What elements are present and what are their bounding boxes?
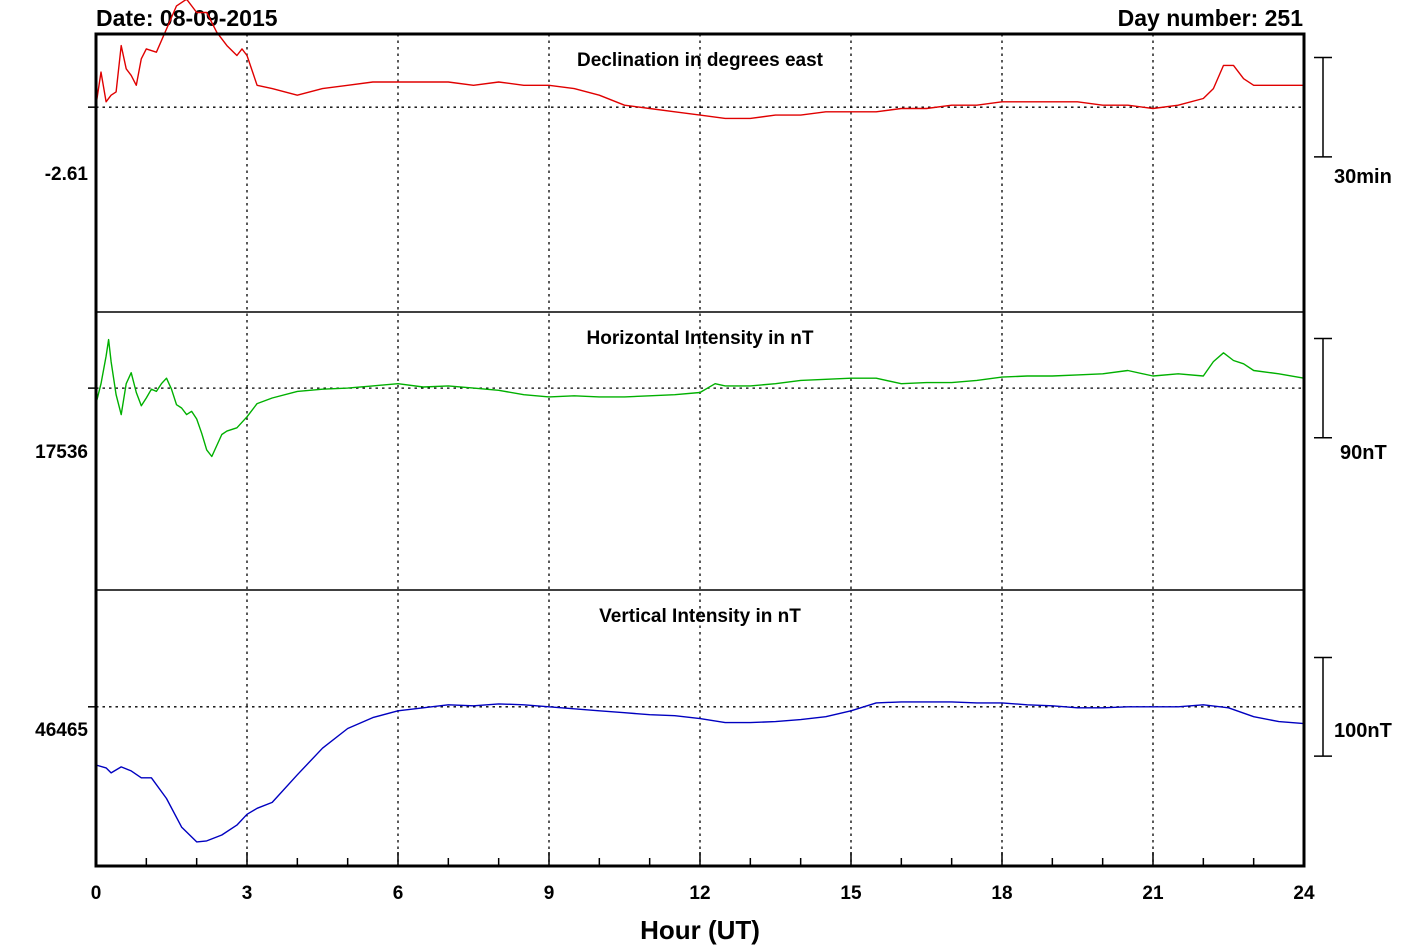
- vertical-scale-label: 100nT: [1334, 720, 1392, 742]
- x-tick-label-21: 21: [1142, 883, 1164, 904]
- trace-line-1: [95, 338, 1305, 458]
- x-tick-label-24: 24: [1293, 883, 1315, 904]
- trace-line-2: [95, 701, 1305, 843]
- x-tick-label-18: 18: [991, 883, 1012, 904]
- declination-panel: Declination in degrees east -2.61 30min: [45, 0, 1392, 188]
- x-axis: Hour (UT) 0 3 6 9 12 15 18 21 24: [91, 852, 1315, 945]
- horizontal-baseline-label: 17536: [35, 442, 88, 463]
- x-tick-label-6: 6: [393, 883, 404, 904]
- x-tick-label-3: 3: [242, 883, 253, 904]
- x-tick-label-15: 15: [840, 883, 862, 904]
- x-tick-label-9: 9: [544, 883, 555, 904]
- horizontal-intensity-panel: Horizontal Intensity in nT 17536 90nT: [35, 328, 1387, 464]
- x-tick-label-12: 12: [689, 883, 710, 904]
- vertical-panel-title: Vertical Intensity in nT: [599, 606, 801, 627]
- declination-scale-label: 30min: [1334, 166, 1392, 188]
- vertical-baseline-label: 46465: [35, 720, 88, 741]
- x-tick-label-0: 0: [91, 883, 102, 904]
- vertical-intensity-panel: Vertical Intensity in nT 46465 100nT: [35, 606, 1392, 843]
- vertical-grid-lines: [246, 34, 1154, 866]
- horizontal-panel-title: Horizontal Intensity in nT: [587, 328, 814, 349]
- horizontal-scale-label: 90nT: [1340, 442, 1387, 464]
- declination-panel-title: Declination in degrees east: [577, 50, 824, 71]
- date-label: Date: 08-09-2015: [96, 5, 278, 31]
- day-number-label: Day number: 251: [1118, 5, 1304, 31]
- declination-baseline-label: -2.61: [45, 164, 89, 185]
- trace-line-0: [95, 0, 1304, 120]
- x-axis-label: Hour (UT): [640, 915, 760, 945]
